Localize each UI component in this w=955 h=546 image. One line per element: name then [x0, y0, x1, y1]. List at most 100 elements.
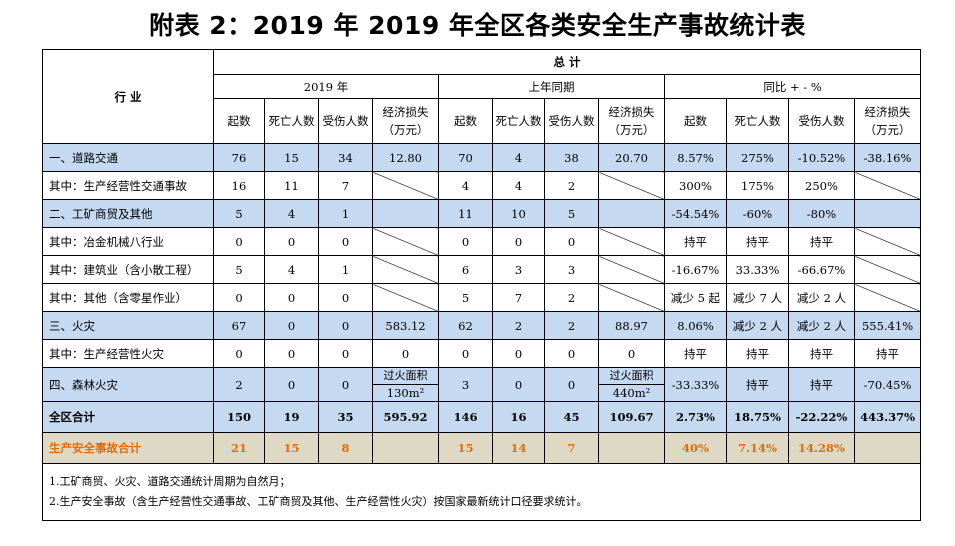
table-cell: -54.54% [664, 199, 727, 228]
table-cell: 8.57% [664, 143, 727, 172]
table-cell: 21 [213, 432, 265, 464]
table-cell: 16 [492, 401, 545, 433]
table-row: 其中：生产经营性火灾 0 0 0 0 0 0 0 0 持平 持平 持平 持平 [42, 339, 922, 368]
empty-diagonal-cell [372, 199, 439, 228]
table-cell: 2 [213, 367, 265, 402]
table-cell: -22.22% [788, 401, 855, 433]
table-cell: 0 [492, 227, 545, 256]
burned-area-value: 440m² [612, 386, 651, 400]
table-cell: 持平 [726, 339, 789, 368]
table-cell: 0 [213, 283, 265, 312]
table-row: 其中：建筑业（含小散工程） 5 4 1 6 3 3 -16.67% 33.33% -66.67% [42, 255, 922, 284]
table-cell: 10 [492, 199, 545, 228]
table-cell: 45 [544, 401, 599, 433]
table-cell: 38 [544, 143, 599, 172]
table-cell: 0 [264, 367, 319, 402]
column-header: 死亡人数 [726, 98, 789, 144]
table-cell: 4 [438, 171, 493, 200]
empty-diagonal-cell [853, 432, 922, 464]
table-cell: 0 [213, 339, 265, 368]
empty-diagonal-cell [853, 255, 922, 284]
table-cell: 595.92 [372, 401, 439, 433]
group-header-last-year: 上年同期 [438, 74, 665, 99]
table-cell: 1 [318, 255, 373, 284]
table-cell: 300% [664, 171, 727, 200]
empty-diagonal-cell [372, 171, 439, 200]
table-cell: 0 [438, 227, 493, 256]
table-cell: 8 [318, 432, 373, 464]
table-row: 其中：其他（含零星作业） 0 0 0 5 7 2 减少 5 起减少 7 人减少 2 人 [42, 283, 922, 312]
empty-diagonal-cell [853, 171, 922, 200]
empty-diagonal-cell [372, 227, 439, 256]
table-cell: 7 [544, 432, 599, 464]
table-cell: 62 [438, 311, 493, 340]
table-cell: 14.28% [788, 432, 855, 464]
table-cell: 250% [788, 171, 855, 200]
row-label: 其中：生产经营性交通事故 [42, 171, 214, 200]
table-cell: 16 [213, 171, 265, 200]
column-header: 死亡人数 [264, 98, 319, 144]
table-cell: 0 [264, 339, 319, 368]
table-row: 三、火灾 67 0 0 583.12 62 2 2 88.97 8.06% 减少 2 人减少 2 人… [42, 311, 922, 340]
note-2: 2.生产安全事故（含生产经营性交通事故、工矿商贸及其他、生产经营性火灾）按国家最… [49, 495, 588, 508]
column-header: 经济损失（万元） [598, 98, 665, 144]
column-header: 死亡人数 [492, 98, 545, 144]
table-cell: 15 [264, 432, 319, 464]
burned-area-cell: 过火面积 440m² [598, 367, 665, 402]
table-cell: 0 [492, 367, 545, 402]
table-cell: 持平 [788, 227, 855, 256]
table-cell: 3 [492, 255, 545, 284]
table-cell: 40% [664, 432, 727, 464]
burned-area-label: 过火面积 [599, 369, 664, 385]
table-cell: 7 [492, 283, 545, 312]
table-cell: 6 [438, 255, 493, 284]
industry-header: 行 业 [42, 49, 214, 144]
note-1: 1.工矿商贸、火灾、道路交通统计周期为自然月； [49, 475, 291, 488]
row-label: 三、火灾 [42, 311, 214, 340]
table-cell: 2.73% [664, 401, 727, 433]
table-cell: 持平 [664, 339, 727, 368]
row-label: 其中：生产经营性火灾 [42, 339, 214, 368]
row-label: 生产安全事故合计 [42, 432, 214, 464]
table-cell: 0 [213, 227, 265, 256]
total-header: 总 计 [212, 49, 922, 75]
table-cell: 275% [726, 143, 789, 172]
empty-diagonal-cell [598, 283, 665, 312]
table-cell: 0 [318, 227, 373, 256]
table-row: 其中：生产经营性交通事故 16 11 7 4 4 2 300% 175% 250% [42, 171, 922, 200]
row-label: 其中：冶金机械八行业 [42, 227, 214, 256]
table-cell: 4 [492, 143, 545, 172]
table-cell: 0 [318, 283, 373, 312]
table-cell: 5 [213, 199, 265, 228]
group-header-2019: 2019 年 [213, 74, 439, 99]
burned-area-value: 130m² [386, 386, 425, 400]
table-cell: -70.45% [853, 367, 922, 402]
row-label: 其中：其他（含零星作业） [42, 283, 214, 312]
column-header: 经济损失（万元） [372, 98, 439, 144]
table-cell: -16.67% [664, 255, 727, 284]
table-cell: 11 [264, 171, 319, 200]
table-cell: 555.41% [853, 311, 922, 340]
table-cell: 减少 2 人 [788, 283, 855, 312]
empty-diagonal-cell [853, 199, 922, 228]
table-cell: 15 [438, 432, 493, 464]
table-cell: 88.97 [598, 311, 665, 340]
burned-area-label: 过火面积 [373, 369, 438, 385]
table-cell: 2 [544, 283, 599, 312]
table-row: 生产安全事故合计 21 15 8 15 14 7 40% 7.14% 14.28% [42, 432, 922, 464]
table-cell: 持平 [788, 367, 855, 402]
table-cell: 33.33% [726, 255, 789, 284]
table-cell: 0 [264, 283, 319, 312]
table-cell: 3 [438, 367, 493, 402]
empty-diagonal-cell [598, 171, 665, 200]
table-cell: 0 [544, 227, 599, 256]
table-cell: 0 [372, 339, 439, 368]
table-cell: 18.75% [726, 401, 789, 433]
table-cell: 8.06% [664, 311, 727, 340]
table-cell: 4 [492, 171, 545, 200]
table-cell: 583.12 [372, 311, 439, 340]
empty-diagonal-cell [598, 255, 665, 284]
column-header: 起数 [664, 98, 727, 144]
column-header: 受伤人数 [788, 98, 855, 144]
column-header: 起数 [438, 98, 493, 144]
